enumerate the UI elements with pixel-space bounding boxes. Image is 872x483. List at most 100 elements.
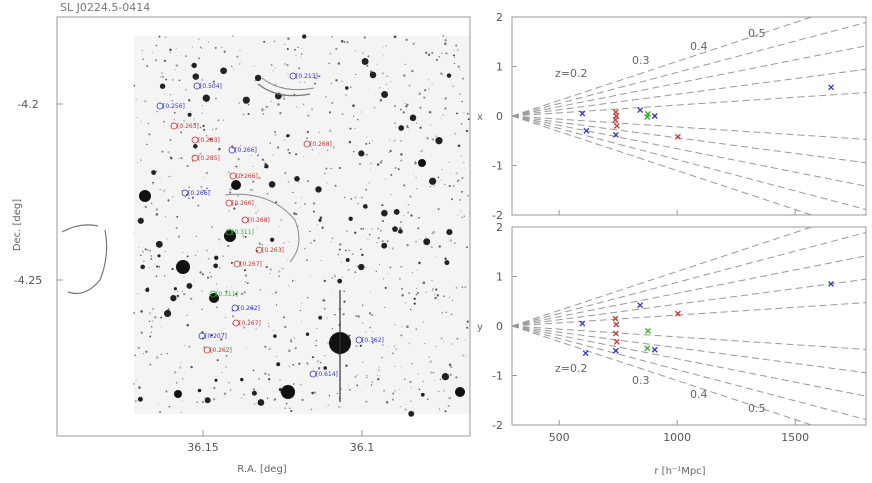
galaxy-blob <box>381 209 388 217</box>
star-dot <box>331 328 333 330</box>
star-dot <box>163 189 166 192</box>
top-right-redshift-lines <box>512 17 866 215</box>
star-dot <box>385 83 388 86</box>
star-dot <box>188 186 190 188</box>
star-dot <box>252 388 256 391</box>
redshift-line <box>512 231 866 327</box>
data-point <box>613 321 620 328</box>
star-dot <box>404 63 406 65</box>
star-dot <box>459 199 461 201</box>
star-dot <box>322 300 324 302</box>
redshift-line <box>512 68 866 117</box>
arc-1 <box>257 83 311 97</box>
star-dot <box>293 93 296 96</box>
star-dot <box>183 293 186 296</box>
star-dot <box>460 155 463 158</box>
star-dot <box>401 287 404 290</box>
redshift-label: 0.3 <box>632 374 650 387</box>
star-dot <box>284 407 286 409</box>
star-dot <box>405 302 407 304</box>
star-dot <box>324 405 326 407</box>
star-dot <box>288 241 290 243</box>
star-dot <box>346 264 348 266</box>
star-dot <box>443 390 445 392</box>
star-dot <box>395 126 397 128</box>
star-dot <box>169 48 172 51</box>
star-dot <box>388 247 390 249</box>
star-dot <box>383 389 386 392</box>
star-dot <box>337 253 340 256</box>
galaxy-blob <box>242 96 250 104</box>
star-dot <box>230 261 233 264</box>
star-dot <box>152 181 155 184</box>
star-dot <box>334 313 336 316</box>
star-dot <box>457 144 461 148</box>
star-dot <box>338 248 341 251</box>
star-dot <box>199 271 202 274</box>
star-dot <box>309 230 311 233</box>
galaxy-blob <box>409 114 417 122</box>
star-dot <box>419 126 422 129</box>
star-dot <box>159 177 161 179</box>
star-dot <box>415 328 418 330</box>
star-dot <box>300 309 302 312</box>
star-dot <box>294 201 297 205</box>
ytick-label: 2 <box>496 221 503 234</box>
star-dot <box>134 354 136 357</box>
star-dot <box>299 383 302 386</box>
star-dot <box>150 257 153 260</box>
star-dot <box>148 249 151 252</box>
star-dot <box>353 115 355 117</box>
redshift-label: 0.4 <box>690 40 708 53</box>
star-dot <box>190 365 193 369</box>
redshift-label: 0.4 <box>690 388 708 401</box>
star-dot <box>348 334 351 337</box>
star-dot <box>251 307 254 310</box>
redshift-line <box>512 325 866 374</box>
star-dot <box>400 334 403 337</box>
star-dot <box>225 290 228 293</box>
star-dot <box>361 322 364 324</box>
star-dot <box>241 61 243 63</box>
bottom-right-frame <box>511 226 867 426</box>
star-dot <box>466 326 469 329</box>
galaxy-blob <box>381 91 389 98</box>
star-dot <box>371 228 373 230</box>
star-dot <box>203 128 206 132</box>
star-dot <box>348 249 350 251</box>
star-dot <box>331 101 334 105</box>
star-dot <box>133 85 136 87</box>
star-dot <box>328 129 332 133</box>
galaxy-marker <box>309 370 317 378</box>
star-dot <box>268 378 271 381</box>
star-dot <box>306 296 309 299</box>
star-dot <box>448 363 452 367</box>
galaxy-blob <box>173 287 177 291</box>
arc-left-1 <box>67 229 108 295</box>
star-dot <box>403 184 406 187</box>
galaxy-blob <box>137 396 143 402</box>
bright-star <box>139 190 151 202</box>
data-point <box>612 330 619 337</box>
star-dot <box>289 407 291 410</box>
star-dot <box>165 78 167 81</box>
star-dot <box>274 67 276 69</box>
galaxy-redshift-label: [0.267] <box>240 261 262 268</box>
galaxy-marker <box>170 122 178 130</box>
star-dot <box>348 388 352 391</box>
star-dot <box>294 347 297 350</box>
star-dot <box>199 126 202 129</box>
galaxy-blob <box>254 74 262 82</box>
star-dot <box>310 108 314 111</box>
star-dot <box>226 286 228 288</box>
star-dot <box>408 292 410 294</box>
star-dot <box>450 366 453 369</box>
star-dot <box>202 273 204 276</box>
star-dot <box>380 159 383 162</box>
star-dot <box>278 275 281 277</box>
star-dot <box>371 140 374 142</box>
star-dot <box>273 40 276 43</box>
star-dot <box>373 106 376 109</box>
star-dot <box>183 276 185 278</box>
star-dot <box>404 378 406 380</box>
